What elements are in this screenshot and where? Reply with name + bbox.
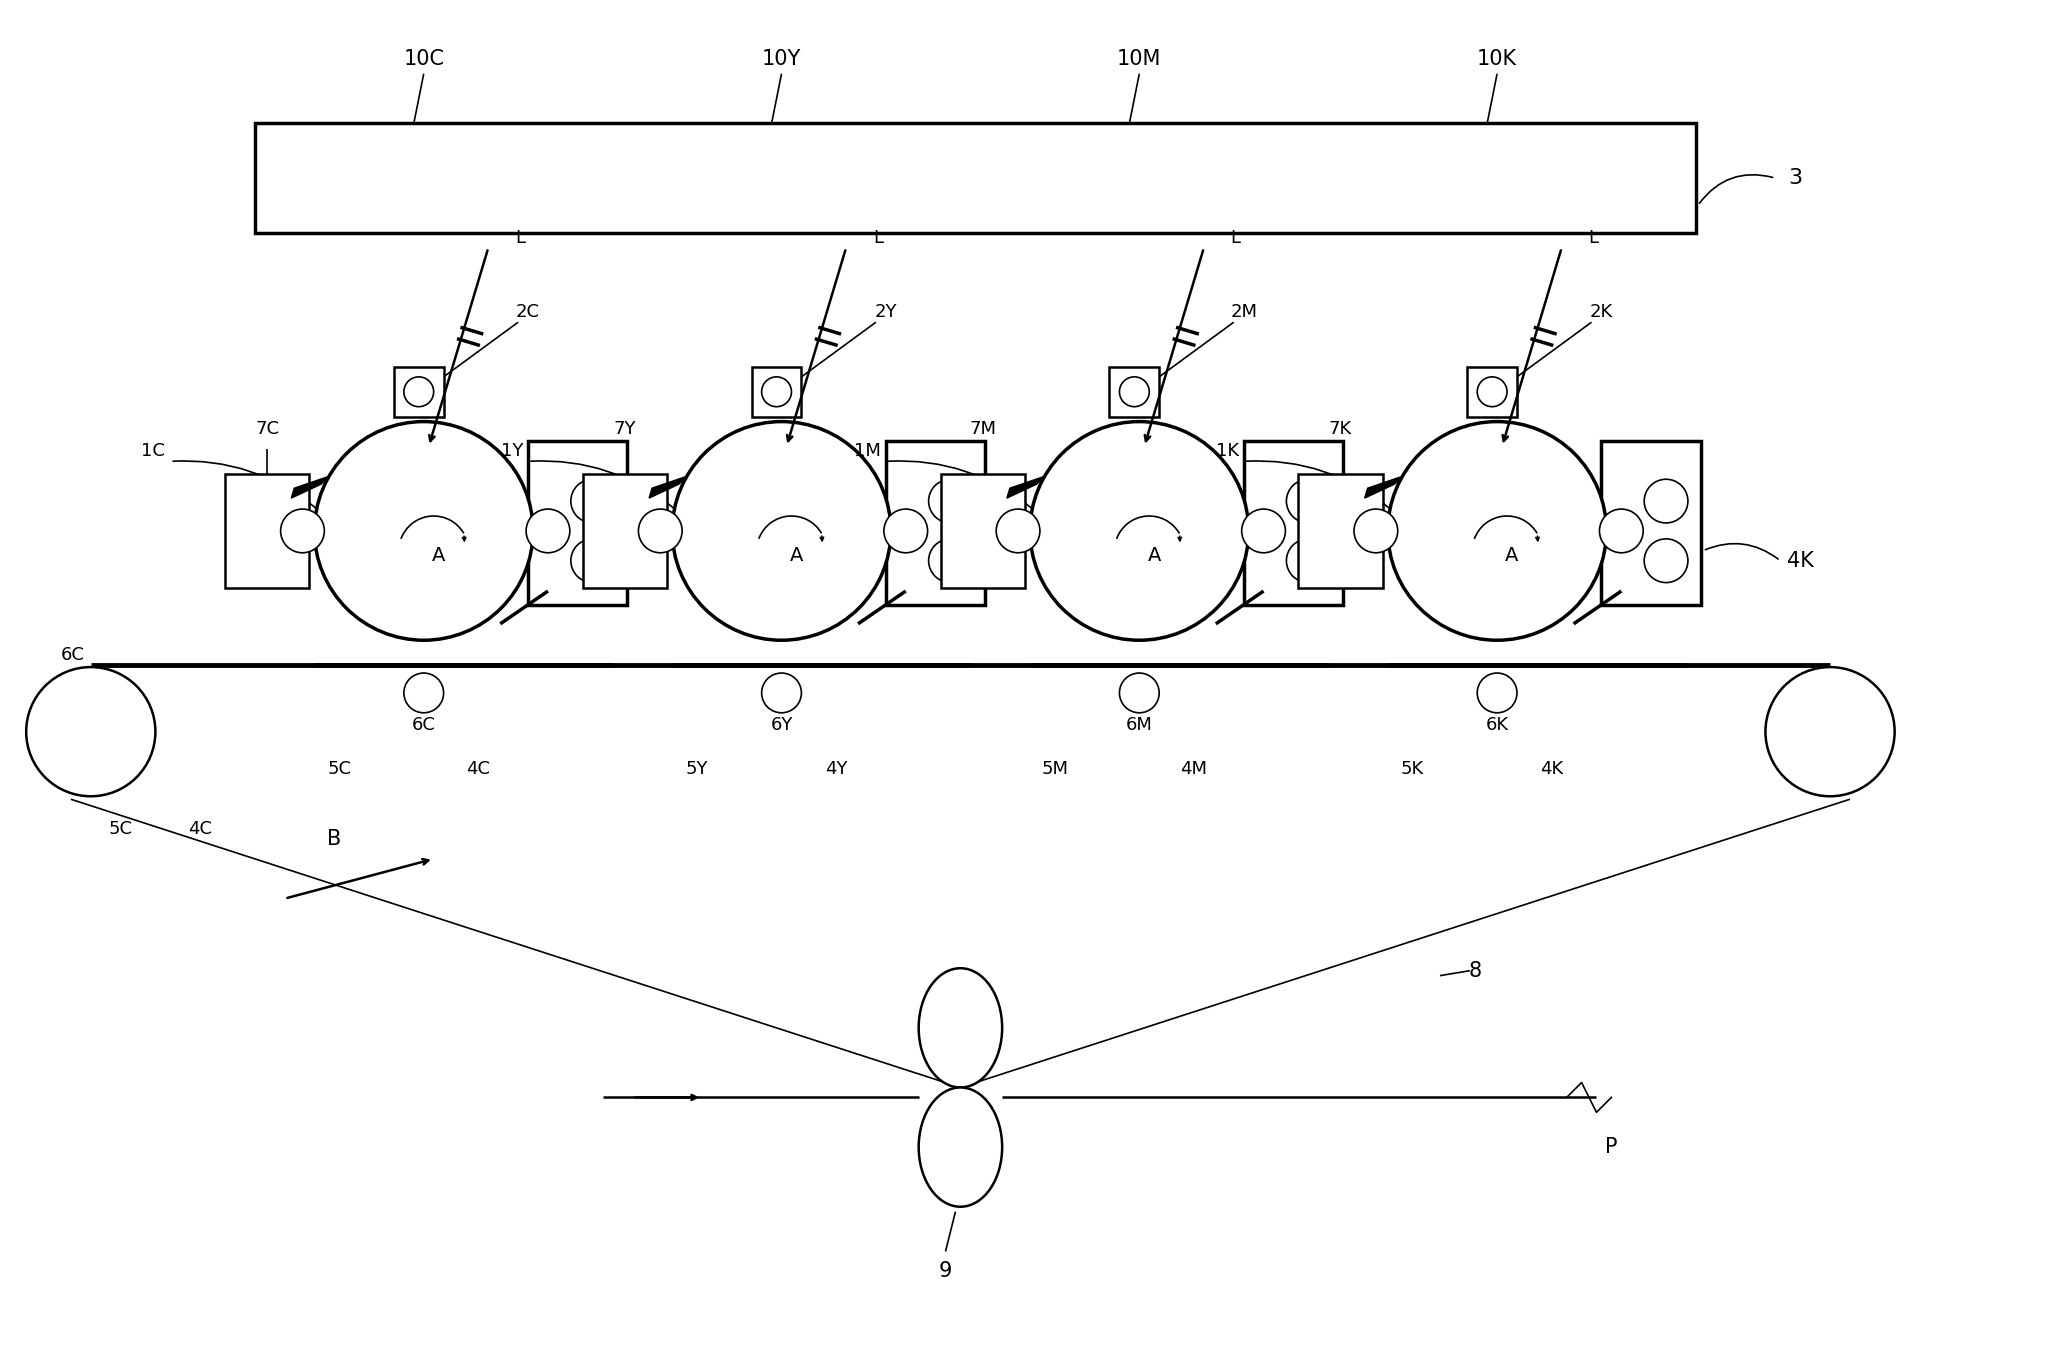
Polygon shape [1007,476,1044,498]
Text: B: B [327,829,341,849]
Circle shape [403,673,444,712]
Circle shape [884,509,927,552]
Text: A: A [432,547,446,566]
Circle shape [572,539,615,582]
Circle shape [1645,539,1688,582]
Circle shape [672,422,890,641]
Circle shape [997,509,1040,552]
Text: 4K: 4K [1787,551,1813,571]
Text: 7C: 7C [255,421,280,438]
Polygon shape [1365,476,1402,498]
Text: 10Y: 10Y [763,49,802,69]
Ellipse shape [919,1087,1001,1206]
Text: 6K: 6K [1486,715,1509,734]
Polygon shape [650,476,687,498]
Text: 5M: 5M [1040,760,1069,779]
Circle shape [1287,479,1330,522]
Text: 7M: 7M [968,421,997,438]
Text: 4C: 4C [467,760,491,779]
Bar [1602,441,1700,605]
Text: 4C: 4C [187,820,212,839]
Circle shape [1600,509,1643,552]
Text: 2K: 2K [1589,303,1614,322]
Text: 4Y: 4Y [824,760,847,779]
Text: 1C: 1C [142,442,164,460]
Text: 2M: 2M [1229,303,1256,322]
Circle shape [761,377,792,407]
Text: 10K: 10K [1476,49,1517,69]
Text: 6C: 6C [62,646,84,664]
Text: 1M: 1M [853,442,880,460]
Text: 2Y: 2Y [874,303,896,322]
Text: 5C: 5C [109,820,132,839]
Text: 6C: 6C [411,715,436,734]
Text: A: A [1505,547,1519,566]
Circle shape [761,673,802,712]
Bar [752,366,802,417]
Bar [528,441,627,605]
Text: 9: 9 [940,1262,952,1281]
Circle shape [1476,377,1507,407]
Text: 1Y: 1Y [502,442,522,460]
Text: 5C: 5C [327,760,352,779]
Bar [886,441,985,605]
Text: 3: 3 [1789,168,1803,189]
Text: P: P [1606,1137,1618,1158]
Text: L: L [874,229,882,247]
Text: 7Y: 7Y [615,421,635,438]
Text: L: L [516,229,524,247]
Circle shape [1287,539,1330,582]
Circle shape [1242,509,1285,552]
Bar [395,366,444,417]
Bar [1468,366,1517,417]
Circle shape [1118,377,1149,407]
Circle shape [1476,673,1517,712]
Circle shape [639,509,683,552]
Bar [1297,474,1384,588]
Text: 6M: 6M [1127,715,1153,734]
Bar [582,474,668,588]
Text: 5Y: 5Y [687,760,709,779]
Text: 4M: 4M [1180,760,1207,779]
Circle shape [1766,668,1896,797]
Circle shape [1118,673,1160,712]
Circle shape [1645,479,1688,522]
Text: 2C: 2C [516,303,541,322]
Ellipse shape [919,968,1001,1087]
Text: 8: 8 [1468,961,1480,981]
Text: 4K: 4K [1540,760,1563,779]
Text: L: L [1232,229,1240,247]
Text: A: A [1147,547,1162,566]
Text: 5K: 5K [1400,760,1425,779]
Circle shape [572,479,615,522]
Circle shape [1388,422,1606,641]
Text: 6Y: 6Y [771,715,794,734]
Text: 10C: 10C [403,49,444,69]
Text: L: L [1589,229,1598,247]
Circle shape [929,479,972,522]
Bar [255,123,1696,233]
Polygon shape [292,476,329,498]
Circle shape [403,377,434,407]
Circle shape [1355,509,1398,552]
Text: 7K: 7K [1328,421,1353,438]
Circle shape [929,539,972,582]
Bar [1244,441,1343,605]
Circle shape [1030,422,1248,641]
Circle shape [526,509,570,552]
Circle shape [27,668,156,797]
Text: 10M: 10M [1116,49,1162,69]
Bar [1110,366,1160,417]
Circle shape [280,509,325,552]
Circle shape [315,422,533,641]
Bar [940,474,1026,588]
Text: A: A [790,547,804,566]
Bar [224,474,310,588]
Text: 1K: 1K [1215,442,1238,460]
